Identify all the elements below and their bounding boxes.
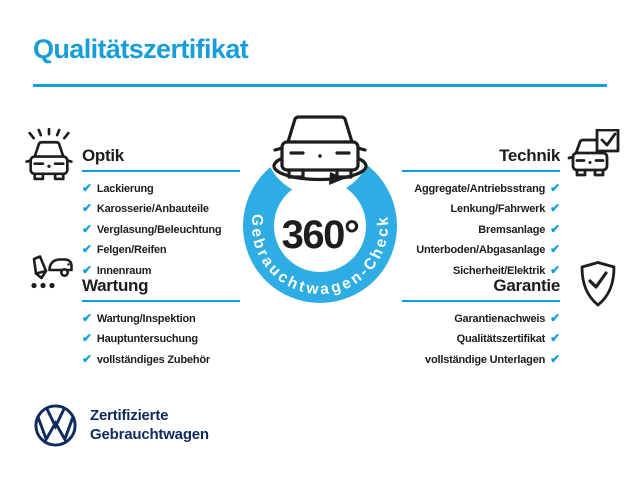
checklist-item: Sicherheit/Elektrik ✔ (380, 261, 560, 281)
section-wartung-underline (82, 300, 240, 302)
checklist-item-label: Unterboden/Abgasanlage (416, 244, 546, 257)
title-divider (33, 84, 607, 87)
checklist-item-label: vollständige Unterlagen (425, 353, 546, 366)
check-icon: ✔ (550, 331, 560, 346)
check-icon: ✔ (550, 201, 560, 216)
checklist-item-label: vollständiges Zubehör (96, 353, 211, 366)
check-icon: ✔ (550, 262, 560, 277)
checklist-item: Garantienachweis ✔ (380, 309, 560, 329)
checklist-item: Aggregate/Antriebsstrang ✔ (380, 179, 560, 199)
checklist-item-label: Lenkung/Fahrwerk (450, 203, 546, 216)
badge-360-label: 360° (282, 213, 359, 257)
section-wartung-title: Wartung (82, 276, 149, 295)
checklist-item: Bremsanlage ✔ (380, 220, 560, 240)
section-wartung: Wartung ✔ Wartung/Inspektion ✔ Hauptunters… (82, 276, 262, 370)
checklist-item-label: Bremsanlage (478, 223, 546, 236)
vw-logo (34, 404, 77, 447)
section-garantie-title: Garantie (493, 276, 560, 295)
checklist-item-label: Aggregate/Antriebsstrang (414, 183, 546, 195)
section-technik-checklist: Aggregate/Antriebsstrang ✔ Lenkung/Fahrwe… (380, 179, 560, 281)
brand-line-2: Gebrauchtwagen (90, 425, 209, 443)
car-checkbox-icon (567, 129, 620, 177)
car-360-rotation-icon (272, 115, 368, 185)
section-technik: Technik Aggregate/Antriebsstrang ✔ Lenkun… (380, 146, 560, 281)
section-garantie-checklist: Garantienachweis ✔ Qualitätszertifikat ✔ v… (380, 309, 560, 370)
checklist-item: Qualitätszertifikat ✔ (380, 329, 561, 349)
360-check-badge: Gebrauchtwagen-Check 360° (243, 106, 397, 303)
checklist-item-label: Qualitätszertifikat (456, 333, 546, 346)
check-icon: ✔ (550, 221, 560, 236)
brand-line-1: Zertifizierte (90, 407, 169, 424)
checklist-item: ✔ Wartung/Inspektion (82, 309, 262, 329)
checklist-item-label: Sicherheit/Elektrik (452, 264, 546, 277)
section-technik-title: Technik (499, 146, 560, 165)
section-optik-underline (82, 170, 240, 172)
check-icon: ✔ (82, 331, 92, 346)
checklist-item-label: Wartung/Inspektion (96, 313, 196, 325)
section-optik-title: Optik (82, 146, 124, 165)
checklist-item-label: Karosserie/Anbauteile (96, 203, 209, 216)
checklist-item: ✔ vollständiges Zubehör (82, 350, 262, 370)
checklist-item: Unterboden/Abgasanlage ✔ (380, 240, 560, 260)
section-optik-checklist: ✔ Lackierung ✔ Karosserie/Anbauteile ✔ Verg… (82, 179, 262, 281)
checklist-item-label: Verglasung/Beleuchtung (96, 223, 222, 236)
service-checklist-icon (31, 255, 73, 289)
footer-brand: Zertifizierte Gebrauchtwagen (32, 402, 209, 449)
brand-wordmark: Zertifizierte Gebrauchtwagen (90, 407, 209, 444)
check-icon: ✔ (82, 201, 92, 216)
checklist-item: ✔ Verglasung/Beleuchtung (82, 220, 262, 240)
check-icon: ✔ (82, 262, 92, 277)
car-shine-icon (25, 128, 73, 181)
checklist-item: vollständige Unterlagen ✔ (380, 350, 560, 370)
section-garantie: Garantie Garantienachweis ✔ Qualitätszert… (380, 276, 560, 370)
check-icon: ✔ (550, 311, 560, 325)
checklist-item: ✔ Felgen/Reifen (82, 240, 262, 260)
checklist-item: ✔ Lackierung (82, 179, 262, 199)
checklist-item: ✔ Karosserie/Anbauteile (82, 199, 262, 219)
section-garantie-underline (402, 300, 560, 302)
check-icon: ✔ (550, 181, 560, 195)
page-title: Qualitätszertifikat (33, 34, 249, 64)
section-wartung-checklist: ✔ Wartung/Inspektion ✔ Hauptuntersuchung ✔… (82, 309, 262, 370)
section-optik: Optik ✔ Lackierung ✔ Karosserie/Anbauteile… (82, 146, 262, 281)
check-ring (243, 149, 397, 303)
shield-check-icon (580, 261, 616, 307)
check-icon: ✔ (550, 242, 560, 257)
check-icon: ✔ (82, 181, 92, 195)
check-icon: ✔ (82, 242, 92, 257)
checklist-item: ✔ Innenraum (82, 261, 262, 281)
checklist-item-label: Hauptuntersuchung (96, 333, 198, 346)
checklist-item-label: Garantienachweis (454, 313, 546, 325)
checklist-item-label: Innenraum (96, 264, 152, 277)
check-icon: ✔ (82, 311, 92, 325)
checklist-item-label: Felgen/Reifen (96, 244, 167, 257)
section-technik-underline (402, 170, 560, 172)
checklist-item: Lenkung/Fahrwerk ✔ (380, 199, 561, 219)
checklist-item-label: Lackierung (96, 183, 154, 195)
check-icon: ✔ (82, 221, 92, 236)
checklist-item: ✔ Hauptuntersuchung (82, 329, 262, 349)
check-icon: ✔ (82, 351, 92, 366)
check-icon: ✔ (550, 351, 560, 366)
